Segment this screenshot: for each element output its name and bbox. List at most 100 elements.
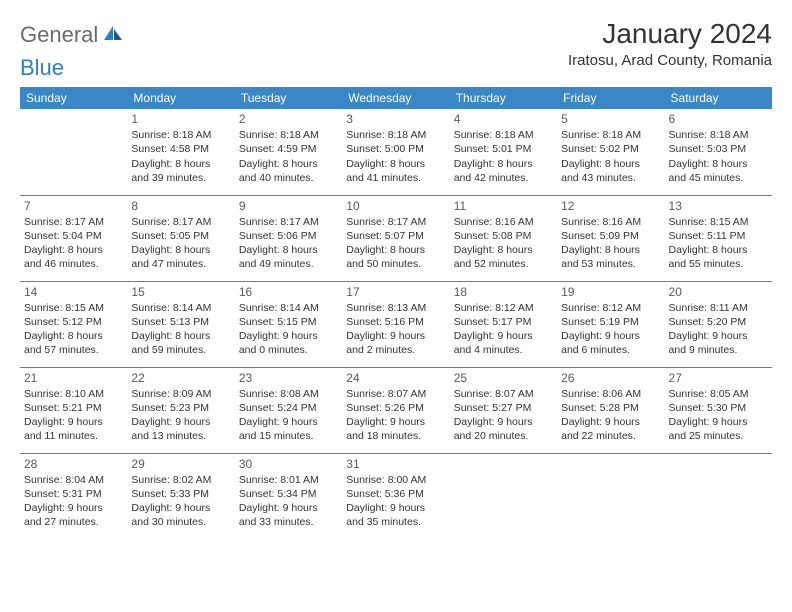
- calendar-row: 7Sunrise: 8:17 AMSunset: 5:04 PMDaylight…: [20, 195, 772, 281]
- calendar-cell: 19Sunrise: 8:12 AMSunset: 5:19 PMDayligh…: [557, 281, 664, 367]
- day-number: 4: [454, 111, 553, 127]
- day-info: Sunrise: 8:05 AMSunset: 5:30 PMDaylight:…: [669, 387, 768, 444]
- day-number: 26: [561, 370, 660, 386]
- calendar-cell: 31Sunrise: 8:00 AMSunset: 5:36 PMDayligh…: [342, 453, 449, 539]
- day-info: Sunrise: 8:06 AMSunset: 5:28 PMDaylight:…: [561, 387, 660, 444]
- day-info: Sunrise: 8:18 AMSunset: 4:59 PMDaylight:…: [239, 128, 338, 185]
- day-info: Sunrise: 8:14 AMSunset: 5:15 PMDaylight:…: [239, 301, 338, 358]
- calendar-cell: [665, 453, 772, 539]
- calendar-cell: 7Sunrise: 8:17 AMSunset: 5:04 PMDaylight…: [20, 195, 127, 281]
- day-number: 25: [454, 370, 553, 386]
- calendar-cell: 13Sunrise: 8:15 AMSunset: 5:11 PMDayligh…: [665, 195, 772, 281]
- day-info: Sunrise: 8:17 AMSunset: 5:06 PMDaylight:…: [239, 215, 338, 272]
- day-info: Sunrise: 8:18 AMSunset: 5:03 PMDaylight:…: [669, 128, 768, 185]
- day-number: 19: [561, 284, 660, 300]
- day-info: Sunrise: 8:14 AMSunset: 5:13 PMDaylight:…: [131, 301, 230, 358]
- calendar-cell: 28Sunrise: 8:04 AMSunset: 5:31 PMDayligh…: [20, 453, 127, 539]
- calendar-cell: 4Sunrise: 8:18 AMSunset: 5:01 PMDaylight…: [450, 109, 557, 195]
- weekday-header-row: Sunday Monday Tuesday Wednesday Thursday…: [20, 87, 772, 109]
- day-number: 5: [561, 111, 660, 127]
- day-info: Sunrise: 8:11 AMSunset: 5:20 PMDaylight:…: [669, 301, 768, 358]
- calendar-cell: 11Sunrise: 8:16 AMSunset: 5:08 PMDayligh…: [450, 195, 557, 281]
- calendar-cell: 3Sunrise: 8:18 AMSunset: 5:00 PMDaylight…: [342, 109, 449, 195]
- day-info: Sunrise: 8:18 AMSunset: 5:00 PMDaylight:…: [346, 128, 445, 185]
- calendar-cell: 1Sunrise: 8:18 AMSunset: 4:58 PMDaylight…: [127, 109, 234, 195]
- day-number: 15: [131, 284, 230, 300]
- day-number: 12: [561, 198, 660, 214]
- day-number: 8: [131, 198, 230, 214]
- weekday-header: Sunday: [20, 87, 127, 109]
- calendar-cell: 27Sunrise: 8:05 AMSunset: 5:30 PMDayligh…: [665, 367, 772, 453]
- calendar-cell: 12Sunrise: 8:16 AMSunset: 5:09 PMDayligh…: [557, 195, 664, 281]
- day-info: Sunrise: 8:02 AMSunset: 5:33 PMDaylight:…: [131, 473, 230, 530]
- calendar-cell: 5Sunrise: 8:18 AMSunset: 5:02 PMDaylight…: [557, 109, 664, 195]
- calendar-cell: 2Sunrise: 8:18 AMSunset: 4:59 PMDaylight…: [235, 109, 342, 195]
- day-number: 16: [239, 284, 338, 300]
- month-title: January 2024: [568, 18, 772, 50]
- day-number: 29: [131, 456, 230, 472]
- day-number: 31: [346, 456, 445, 472]
- day-info: Sunrise: 8:15 AMSunset: 5:12 PMDaylight:…: [24, 301, 123, 358]
- day-info: Sunrise: 8:15 AMSunset: 5:11 PMDaylight:…: [669, 215, 768, 272]
- weekday-header: Thursday: [450, 87, 557, 109]
- calendar-cell: [450, 453, 557, 539]
- day-info: Sunrise: 8:18 AMSunset: 5:01 PMDaylight:…: [454, 128, 553, 185]
- logo-text-general: General: [20, 22, 98, 48]
- calendar-cell: 21Sunrise: 8:10 AMSunset: 5:21 PMDayligh…: [20, 367, 127, 453]
- day-number: 28: [24, 456, 123, 472]
- day-info: Sunrise: 8:18 AMSunset: 4:58 PMDaylight:…: [131, 128, 230, 185]
- day-info: Sunrise: 8:16 AMSunset: 5:09 PMDaylight:…: [561, 215, 660, 272]
- calendar-row: 1Sunrise: 8:18 AMSunset: 4:58 PMDaylight…: [20, 109, 772, 195]
- calendar-cell: 14Sunrise: 8:15 AMSunset: 5:12 PMDayligh…: [20, 281, 127, 367]
- day-info: Sunrise: 8:08 AMSunset: 5:24 PMDaylight:…: [239, 387, 338, 444]
- day-number: 10: [346, 198, 445, 214]
- logo: General: [20, 22, 126, 48]
- weekday-header: Monday: [127, 87, 234, 109]
- day-number: 23: [239, 370, 338, 386]
- calendar-cell: 18Sunrise: 8:12 AMSunset: 5:17 PMDayligh…: [450, 281, 557, 367]
- calendar-cell: 10Sunrise: 8:17 AMSunset: 5:07 PMDayligh…: [342, 195, 449, 281]
- calendar-row: 14Sunrise: 8:15 AMSunset: 5:12 PMDayligh…: [20, 281, 772, 367]
- calendar-cell: 24Sunrise: 8:07 AMSunset: 5:26 PMDayligh…: [342, 367, 449, 453]
- calendar-cell: 15Sunrise: 8:14 AMSunset: 5:13 PMDayligh…: [127, 281, 234, 367]
- calendar-table: Sunday Monday Tuesday Wednesday Thursday…: [20, 87, 772, 539]
- day-info: Sunrise: 8:17 AMSunset: 5:04 PMDaylight:…: [24, 215, 123, 272]
- day-info: Sunrise: 8:04 AMSunset: 5:31 PMDaylight:…: [24, 473, 123, 530]
- day-info: Sunrise: 8:17 AMSunset: 5:07 PMDaylight:…: [346, 215, 445, 272]
- day-number: 17: [346, 284, 445, 300]
- day-number: 11: [454, 198, 553, 214]
- logo-text-blue: Blue: [20, 55, 64, 80]
- day-info: Sunrise: 8:07 AMSunset: 5:26 PMDaylight:…: [346, 387, 445, 444]
- calendar-cell: 25Sunrise: 8:07 AMSunset: 5:27 PMDayligh…: [450, 367, 557, 453]
- day-number: 13: [669, 198, 768, 214]
- day-number: 14: [24, 284, 123, 300]
- calendar-cell: 8Sunrise: 8:17 AMSunset: 5:05 PMDaylight…: [127, 195, 234, 281]
- day-info: Sunrise: 8:12 AMSunset: 5:17 PMDaylight:…: [454, 301, 553, 358]
- day-info: Sunrise: 8:16 AMSunset: 5:08 PMDaylight:…: [454, 215, 553, 272]
- calendar-cell: 22Sunrise: 8:09 AMSunset: 5:23 PMDayligh…: [127, 367, 234, 453]
- day-info: Sunrise: 8:10 AMSunset: 5:21 PMDaylight:…: [24, 387, 123, 444]
- weekday-header: Friday: [557, 87, 664, 109]
- day-number: 22: [131, 370, 230, 386]
- day-number: 30: [239, 456, 338, 472]
- weekday-header: Wednesday: [342, 87, 449, 109]
- day-number: 9: [239, 198, 338, 214]
- calendar-cell: 30Sunrise: 8:01 AMSunset: 5:34 PMDayligh…: [235, 453, 342, 539]
- calendar-row: 28Sunrise: 8:04 AMSunset: 5:31 PMDayligh…: [20, 453, 772, 539]
- calendar-cell: [557, 453, 664, 539]
- day-number: 27: [669, 370, 768, 386]
- weekday-header: Saturday: [665, 87, 772, 109]
- day-number: 21: [24, 370, 123, 386]
- calendar-cell: 16Sunrise: 8:14 AMSunset: 5:15 PMDayligh…: [235, 281, 342, 367]
- calendar-cell: 26Sunrise: 8:06 AMSunset: 5:28 PMDayligh…: [557, 367, 664, 453]
- logo-sail-icon: [102, 24, 124, 47]
- weekday-header: Tuesday: [235, 87, 342, 109]
- calendar-cell: 29Sunrise: 8:02 AMSunset: 5:33 PMDayligh…: [127, 453, 234, 539]
- day-info: Sunrise: 8:01 AMSunset: 5:34 PMDaylight:…: [239, 473, 338, 530]
- day-number: 24: [346, 370, 445, 386]
- calendar-cell: 9Sunrise: 8:17 AMSunset: 5:06 PMDaylight…: [235, 195, 342, 281]
- day-number: 1: [131, 111, 230, 127]
- calendar-cell: 17Sunrise: 8:13 AMSunset: 5:16 PMDayligh…: [342, 281, 449, 367]
- day-info: Sunrise: 8:00 AMSunset: 5:36 PMDaylight:…: [346, 473, 445, 530]
- day-info: Sunrise: 8:12 AMSunset: 5:19 PMDaylight:…: [561, 301, 660, 358]
